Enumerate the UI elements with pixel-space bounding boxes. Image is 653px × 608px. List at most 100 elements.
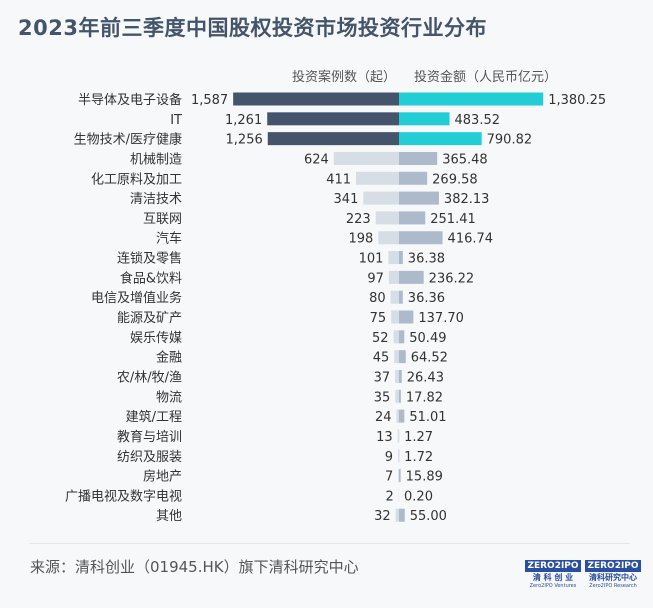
amount-label: 26.43 [407,370,444,385]
category-label: 生物技术/医疗健康 [74,132,182,148]
amount-label: 0.20 [404,489,433,504]
amount-label: 137.70 [418,311,464,326]
case-count-label: 37 [374,370,391,385]
amount-label: 1.72 [404,450,433,465]
case-count-label: 101 [359,252,384,267]
category-label: 其他 [156,509,182,524]
bar-investment-amount [399,330,405,344]
category-label: 建筑/工程 [126,409,182,425]
case-count-label: 223 [346,212,371,227]
category-label: 电信及增值业务 [91,290,182,306]
category-label: 食品&饮料 [120,270,182,286]
bar-investment-amount [399,251,403,265]
amount-label: 51.01 [409,410,446,425]
bar-case-count [363,191,399,205]
bar-investment-amount [399,171,428,185]
case-count-label: 1,587 [191,93,228,108]
case-count-label: 97 [367,271,384,286]
bar-case-count [398,469,399,483]
category-label: 广播电视及数字电视 [65,489,182,504]
bar-investment-amount [399,369,402,383]
bar-case-count [233,92,399,106]
bar-case-count [396,409,399,423]
category-label: 农/林/牧/渔 [117,370,182,385]
case-count-label: 9 [385,450,393,465]
amount-label: 382.13 [444,192,490,207]
case-count-label: 2 [386,489,394,504]
amount-label: 17.82 [406,390,443,405]
case-count-label: 198 [348,232,373,247]
chart-title: 2023年前三季度中国股权投资市场投资行业分布 [18,16,487,40]
bar-investment-amount [399,92,544,106]
zero2ipo-ventures-logo: ZERO2IPO 清 科 创 业 Zero2IPO Ventures [525,560,581,589]
category-label: 娱乐传媒 [130,331,182,346]
case-count-label: 624 [304,152,329,167]
case-count-label: 13 [376,430,393,445]
case-count-label: 411 [326,172,351,187]
bar-case-count [388,270,399,284]
case-count-label: 24 [375,410,392,425]
bar-case-count [391,310,399,324]
bar-case-count [267,132,399,146]
bar-case-count [395,508,399,522]
case-count-label: 1,261 [225,113,262,128]
amount-label: 64.52 [411,351,448,366]
category-label: 互联网 [143,212,182,227]
category-label: 金融 [156,350,182,366]
bar-investment-amount [399,151,438,165]
legend-left-series: 投资案例数（起） [291,70,396,85]
bar-investment-amount [399,191,439,205]
case-count-label: 1,256 [226,133,263,148]
amount-label: 416.74 [448,232,494,247]
bar-investment-amount [399,270,424,284]
bar-investment-amount [399,231,443,245]
bar-investment-amount [399,389,401,403]
category-label: IT [170,113,182,128]
bar-case-count [398,449,399,463]
case-count-label: 35 [374,390,391,405]
category-label: 教育与培训 [117,429,182,445]
amount-label: 55.00 [410,509,447,524]
category-label: 纺织及服装 [117,450,182,465]
bar-case-count [378,231,399,245]
category-label: 物流 [156,390,182,405]
amount-label: 483.52 [455,113,501,128]
bar-investment-amount [399,112,450,126]
case-count-label: 341 [334,192,359,207]
bar-investment-amount [399,290,403,304]
bar-investment-amount [399,409,405,423]
bar-investment-amount [399,211,426,225]
bar-case-count [375,211,399,225]
legend-right-series: 投资金额（人民币亿元） [414,70,558,85]
bar-case-count [395,389,399,403]
bar-investment-amount [399,132,482,146]
bar-case-count [356,171,399,185]
case-count-label: 80 [369,291,386,306]
category-label: 机械制造 [130,152,182,167]
bar-case-count [390,290,399,304]
category-label: 连锁及零售 [117,251,182,267]
category-label: 半导体及电子设备 [78,92,182,108]
bar-case-count [388,251,399,265]
case-count-label: 75 [370,311,387,326]
bar-case-count [397,429,399,443]
amount-label: 15.89 [406,470,443,485]
category-label: 房地产 [143,469,182,485]
amount-label: 790.82 [487,133,533,148]
amount-label: 365.48 [442,152,488,167]
category-label: 汽车 [156,231,182,247]
case-count-label: 7 [385,470,393,485]
amount-label: 269.58 [432,172,478,187]
zero2ipo-research-logo: ZERO2IPO 清科研究中心 Zero2IPO Research [585,560,641,589]
bar-investment-amount [399,469,401,483]
case-count-label: 45 [373,351,390,366]
amount-label: 36.38 [408,252,445,267]
source-note: 来源：清科创业（01945.HK）旗下清科研究中心 [30,558,359,576]
category-label: 化工原料及加工 [91,172,182,187]
bar-case-count [394,350,399,364]
category-label: 清洁技术 [130,192,182,207]
bar-investment-amount [399,508,405,522]
amount-label: 1,380.25 [548,93,606,108]
amount-label: 50.49 [409,331,446,346]
